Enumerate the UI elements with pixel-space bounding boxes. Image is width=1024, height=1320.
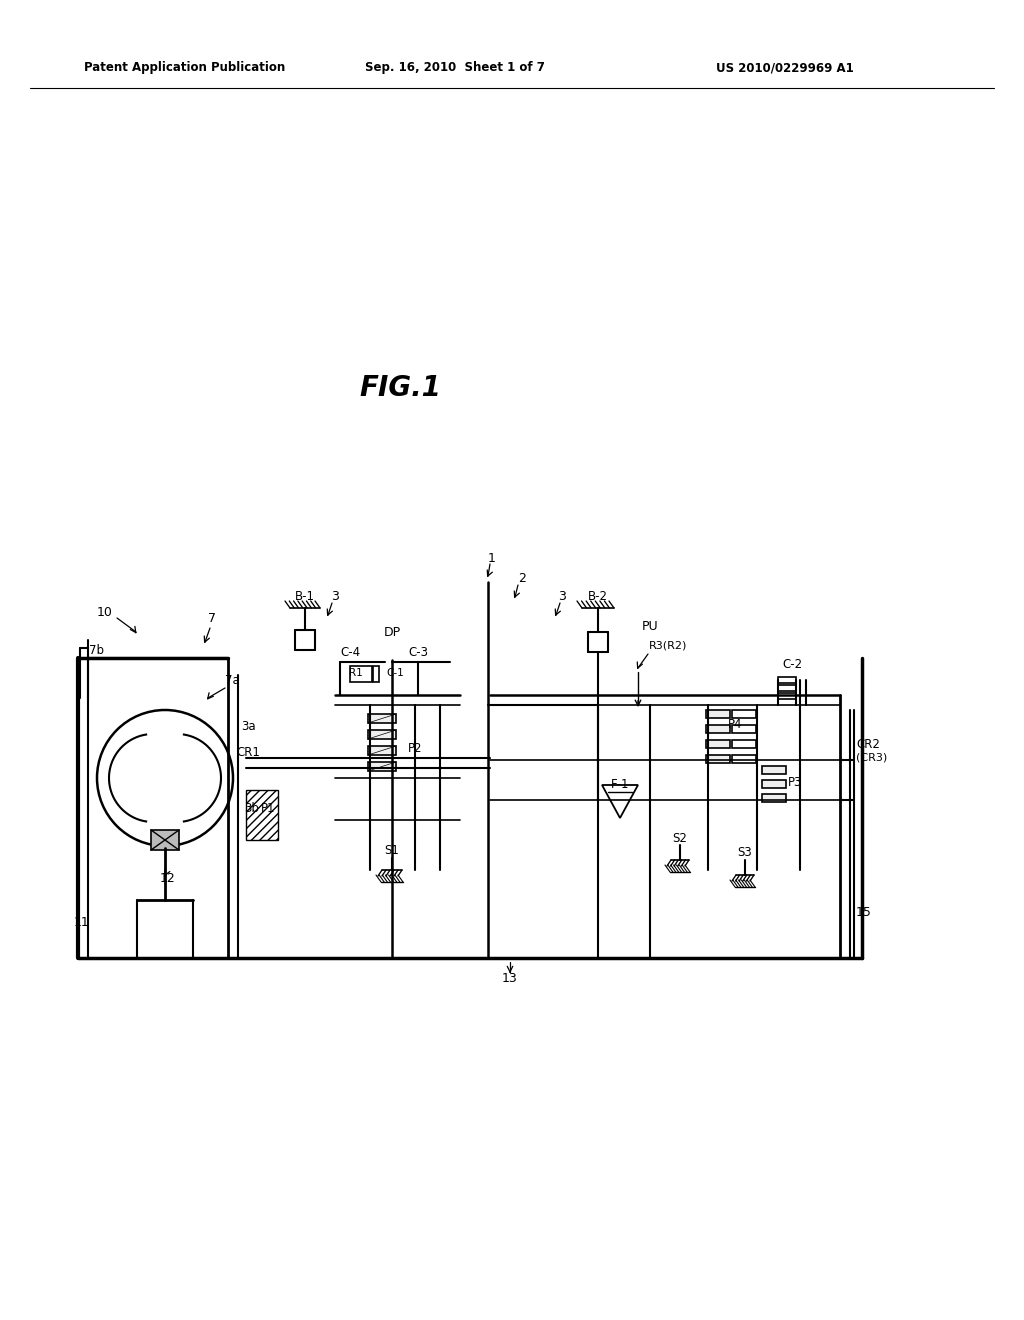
Text: P1: P1 [261,801,275,814]
Text: S3: S3 [737,846,753,858]
Text: R1: R1 [349,668,362,678]
Text: P4: P4 [728,718,742,730]
Text: FIG.1: FIG.1 [359,374,441,403]
Text: 7b: 7b [89,644,104,656]
Text: C-2: C-2 [782,657,802,671]
Bar [778,693,796,700]
Text: R3(R2): R3(R2) [649,642,687,651]
Text: Sep. 16, 2010  Sheet 1 of 7: Sep. 16, 2010 Sheet 1 of 7 [366,62,545,74]
Bar [762,795,786,803]
Text: F-1: F-1 [610,777,630,791]
Text: B-2: B-2 [588,590,608,602]
Text: (CR3): (CR3) [856,752,887,763]
Bar [246,789,278,840]
Text: 11: 11 [74,916,90,928]
Text: 10: 10 [97,606,113,619]
Text: S2: S2 [673,832,687,845]
Text: 7: 7 [208,611,216,624]
Text: CR2: CR2 [856,738,880,751]
Text: P3: P3 [787,776,802,788]
Polygon shape [151,830,179,850]
Text: 13: 13 [502,972,518,985]
Bar [368,746,396,755]
Bar [732,755,756,763]
Bar [778,685,796,690]
Bar [350,667,372,682]
Bar [368,730,396,739]
Text: PU: PU [642,619,658,632]
Text: 1: 1 [488,552,496,565]
Bar [706,710,730,718]
Bar [732,710,756,718]
Bar [732,741,756,748]
Text: Patent Application Publication: Patent Application Publication [84,62,286,74]
Text: 15: 15 [856,906,871,919]
Bar [706,755,730,763]
Text: S1: S1 [385,843,399,857]
Text: 3b: 3b [245,801,259,814]
Text: B-1: B-1 [295,590,315,602]
Bar [368,714,396,723]
Bar [368,762,396,771]
Text: 12: 12 [160,871,176,884]
Bar [778,677,796,682]
Text: 7a: 7a [224,673,240,686]
Text: 3: 3 [558,590,566,602]
Text: CR1: CR1 [237,746,260,759]
Text: C-3: C-3 [408,645,428,659]
Bar [732,725,756,733]
Text: C-4: C-4 [340,645,360,659]
Bar [762,766,786,774]
Text: P2: P2 [408,742,422,755]
Text: 3a: 3a [241,719,255,733]
Text: 2: 2 [518,572,526,585]
Text: DP: DP [383,626,400,639]
Text: 3: 3 [331,590,339,602]
Text: C-1: C-1 [386,668,403,678]
Bar [706,725,730,733]
Bar [373,667,379,682]
Text: US 2010/0229969 A1: US 2010/0229969 A1 [716,62,854,74]
Bar [706,741,730,748]
Bar [762,780,786,788]
